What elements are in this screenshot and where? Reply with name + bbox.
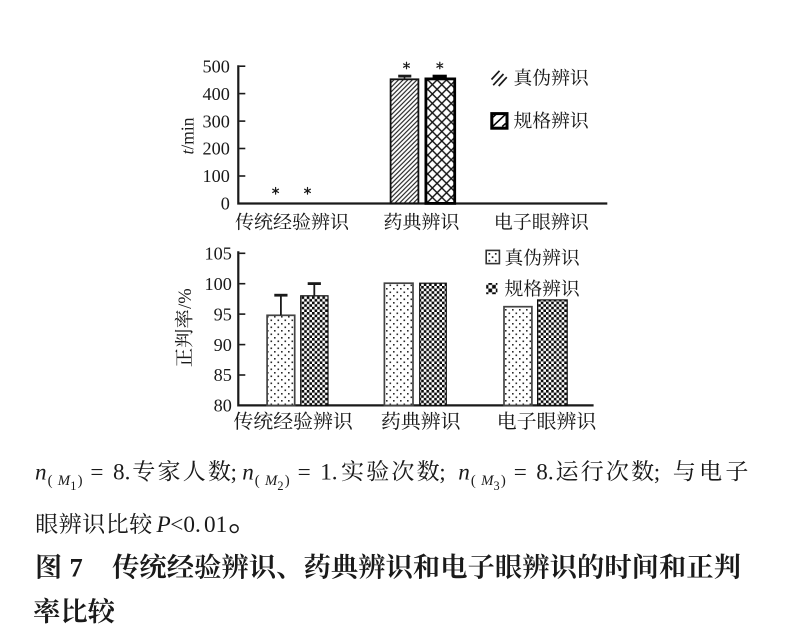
svg-text:n: n: [242, 459, 254, 485]
svg-text:=: =: [514, 459, 527, 485]
svg-text:P: P: [156, 512, 171, 538]
svg-text:105: 105: [205, 244, 232, 264]
svg-text:01: 01: [204, 512, 227, 538]
svg-text:): ): [501, 473, 506, 489]
svg-text:400: 400: [203, 84, 230, 104]
svg-text:200: 200: [203, 139, 230, 159]
svg-text:1.: 1.: [320, 459, 337, 485]
svg-text:1: 1: [70, 479, 76, 493]
svg-text:M: M: [480, 473, 494, 489]
svg-text:90: 90: [214, 335, 232, 355]
svg-text:95: 95: [214, 304, 232, 324]
svg-text:=: =: [298, 459, 311, 485]
svg-text:300: 300: [203, 111, 230, 131]
svg-text:/%: /%: [176, 288, 196, 309]
svg-text:85: 85: [214, 365, 232, 385]
svg-text:M: M: [264, 473, 278, 489]
svg-text:;: ;: [231, 459, 237, 485]
svg-text:n: n: [458, 459, 470, 485]
svg-text:=: =: [90, 459, 103, 485]
svg-text:(: (: [48, 473, 53, 489]
svg-text:(: (: [471, 473, 476, 489]
svg-text:3: 3: [494, 479, 500, 493]
svg-text:100: 100: [203, 166, 230, 186]
svg-text:t/min: t/min: [178, 117, 198, 154]
svg-text:8.: 8.: [536, 459, 553, 485]
svg-text:2: 2: [277, 479, 283, 493]
svg-text:(: (: [255, 473, 260, 489]
svg-text:100: 100: [205, 274, 232, 294]
svg-text:): ): [285, 473, 290, 489]
svg-text:80: 80: [214, 396, 232, 416]
svg-text:M: M: [57, 473, 71, 489]
svg-text:): ): [78, 473, 83, 489]
svg-text:n: n: [35, 459, 47, 485]
svg-text:;: ;: [439, 459, 445, 485]
svg-text:0: 0: [221, 194, 230, 214]
svg-text:8.: 8.: [113, 459, 130, 485]
svg-text:7: 7: [70, 553, 83, 583]
svg-text:<0.: <0.: [170, 512, 200, 538]
svg-text:;: ;: [654, 459, 660, 485]
svg-text:500: 500: [203, 56, 230, 76]
